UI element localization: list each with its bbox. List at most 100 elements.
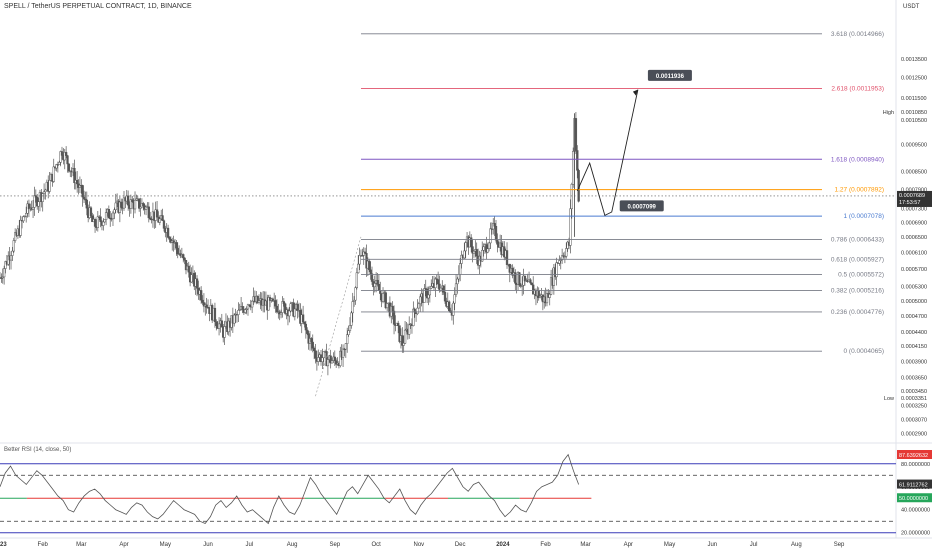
time-tick-label: Mar xyxy=(76,542,86,548)
candle-body xyxy=(182,254,185,259)
time-tick-label: Sep xyxy=(834,542,845,548)
fib-level-label: 0.382 (0.0005216) xyxy=(831,287,884,294)
candle-body xyxy=(296,304,299,311)
candle-body xyxy=(44,189,47,193)
time-tick-label: Aug xyxy=(791,542,802,548)
candle-body xyxy=(511,268,514,276)
current-price-tag xyxy=(897,190,932,207)
candle-body xyxy=(104,212,108,220)
price-tick-label: 0.0013500 xyxy=(901,57,927,63)
candle-body xyxy=(326,359,330,367)
time-tick-label: Aug xyxy=(287,542,298,548)
low-value: 0.0003351 xyxy=(901,396,927,402)
time-tick-label: Nov xyxy=(414,542,425,548)
time-tick-label: Mar xyxy=(580,542,590,548)
time-tick-label: Feb xyxy=(38,542,49,548)
projection-path xyxy=(576,89,639,217)
candle-body xyxy=(139,206,142,209)
candle-body xyxy=(1,276,4,279)
candle-body xyxy=(176,247,179,255)
high-value: 0.0010850 xyxy=(901,110,927,116)
candle-body xyxy=(416,307,419,314)
candle-body xyxy=(58,162,61,165)
candle-body xyxy=(362,251,365,256)
candle-body xyxy=(22,216,25,222)
price-tick-label: 0.0012500 xyxy=(901,76,927,82)
candle-body xyxy=(248,304,251,306)
candle-body xyxy=(346,334,349,344)
candle-body xyxy=(352,299,356,302)
candle-body xyxy=(99,216,102,222)
candle-body xyxy=(459,263,462,275)
candle-body xyxy=(48,180,51,192)
projection-price-label: 0.0011936 xyxy=(656,74,685,80)
candle-body xyxy=(195,278,199,289)
candle-body xyxy=(402,342,405,346)
candle-body xyxy=(138,198,141,209)
candle-body xyxy=(434,278,437,289)
candle-body xyxy=(279,312,283,315)
fib-level-label: 0.236 (0.0004776) xyxy=(831,309,884,316)
candle-body xyxy=(329,355,332,364)
candle-body xyxy=(381,293,385,302)
candle-body xyxy=(274,300,277,307)
candle-body xyxy=(84,198,87,201)
currency-unit: USDT xyxy=(903,4,920,10)
candle-body xyxy=(442,285,445,293)
candle-body xyxy=(341,348,345,358)
candle-body xyxy=(370,273,374,282)
candle-body xyxy=(325,351,328,367)
candle-body xyxy=(514,272,517,284)
candle-body xyxy=(350,312,353,326)
candle-body xyxy=(314,350,317,359)
price-tick-label: 0.0006100 xyxy=(901,250,927,256)
price-tick-label: 0.0002900 xyxy=(901,431,927,437)
candle-body xyxy=(471,246,474,254)
candle-body xyxy=(443,291,447,302)
candle-body xyxy=(19,219,22,236)
candle-body xyxy=(25,213,28,217)
rsi-tick-label: 40.0000000 xyxy=(901,508,930,514)
price-tick-label: 0.0009500 xyxy=(901,142,927,148)
candle-body xyxy=(33,195,36,208)
candle-body xyxy=(306,329,309,334)
candle-body xyxy=(475,249,478,257)
candle-body xyxy=(457,274,460,280)
candle-body xyxy=(244,309,247,313)
candle-body xyxy=(133,199,137,210)
price-tick-label: 0.0005700 xyxy=(901,267,927,273)
candle-body xyxy=(275,305,279,313)
candle-body xyxy=(408,324,411,335)
fib-level-label: 3.618 (0.0014966) xyxy=(831,31,884,38)
candle-body xyxy=(81,185,84,198)
time-tick-label: Apr xyxy=(624,542,633,548)
candle-body xyxy=(147,206,150,219)
candle-body xyxy=(348,325,352,331)
price-tick-label: 0.0011500 xyxy=(901,96,927,102)
candle-body xyxy=(284,303,287,314)
current-price-label: 0.0007689 xyxy=(899,193,925,199)
candle-body xyxy=(545,293,549,304)
candle-body xyxy=(529,279,532,284)
candle-body xyxy=(521,285,524,287)
candle-body xyxy=(11,250,14,256)
candle-body xyxy=(168,237,171,240)
candle-body xyxy=(93,219,97,227)
time-tick-label: Apr xyxy=(119,542,128,548)
price-tick-label: 0.0003450 xyxy=(901,389,927,395)
time-tick-label: Jul xyxy=(246,542,254,548)
candle-body xyxy=(64,152,68,156)
candle-body xyxy=(14,232,17,241)
candle-body xyxy=(368,260,371,271)
candle-body xyxy=(120,201,123,208)
candle-body xyxy=(175,242,178,249)
candle-body xyxy=(373,283,376,288)
candle-body xyxy=(310,338,313,343)
price-tick-label: 0.0005300 xyxy=(901,285,927,291)
candle-body xyxy=(129,199,133,209)
candle-body xyxy=(102,221,105,226)
candle-body xyxy=(293,308,296,317)
candle-body xyxy=(412,308,415,326)
candle-body xyxy=(379,290,382,294)
rsi-title: Better RSI (14, close, 50) xyxy=(4,447,72,453)
